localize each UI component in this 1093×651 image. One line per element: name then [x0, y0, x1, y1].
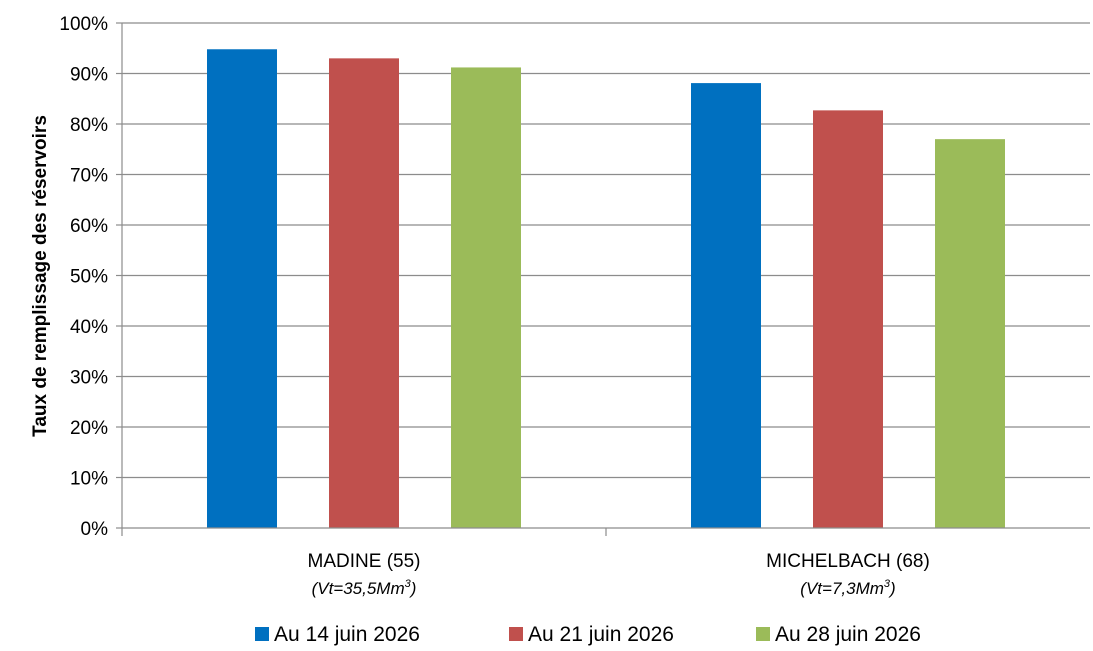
legend-swatch	[756, 627, 770, 641]
bars	[207, 49, 1005, 529]
category-sublabel: (Vt=7,3Mm3)	[800, 578, 895, 598]
y-tick-label: 40%	[70, 317, 108, 338]
bar	[935, 139, 1005, 528]
bar	[451, 67, 521, 528]
y-axis-label: Taux de remplissage des réservoirs	[30, 115, 51, 437]
bar	[813, 110, 883, 529]
category-labels: MADINE (55) (Vt=35,5Mm3) MICHELBACH (68) (V…	[308, 551, 930, 598]
legend: Au 14 juin 2026 Au 21 juin 2026 Au 28 juin…	[255, 623, 921, 646]
legend-label: Au 14 juin 2026	[274, 623, 420, 646]
y-tick-label: 50%	[70, 267, 108, 288]
gridlines	[122, 22, 1090, 479]
y-tick-label: 90%	[70, 65, 108, 86]
y-tick-label: 70%	[70, 166, 108, 187]
legend-swatch	[509, 627, 523, 641]
category-sublabel: (Vt=35,5Mm3)	[312, 578, 417, 598]
x-axis	[121, 23, 1090, 536]
legend-item: Au 28 juin 2026	[756, 623, 921, 646]
legend-item: Au 14 juin 2026	[255, 623, 420, 646]
y-tick-label: 0%	[81, 519, 109, 540]
y-tick-label: 30%	[70, 368, 108, 389]
category-label: MADINE (55)	[308, 551, 421, 572]
y-tick-label: 10%	[70, 469, 108, 490]
legend-label: Au 21 juin 2026	[528, 623, 674, 646]
y-axis-ticks: 0% 10% 20% 30% 40% 50% 60% 70% 80% 90% 100%	[59, 14, 122, 540]
y-tick-label: 80%	[70, 115, 108, 136]
legend-item: Au 21 juin 2026	[509, 623, 674, 646]
bar	[691, 83, 761, 528]
legend-label: Au 28 juin 2026	[775, 623, 921, 646]
y-tick-label: 20%	[70, 418, 108, 439]
bar	[207, 49, 277, 528]
legend-swatch	[255, 627, 269, 641]
y-tick-label: 60%	[70, 216, 108, 237]
bar	[329, 58, 399, 528]
category-label: MICHELBACH (68)	[766, 551, 930, 572]
y-tick-label: 100%	[59, 14, 108, 35]
